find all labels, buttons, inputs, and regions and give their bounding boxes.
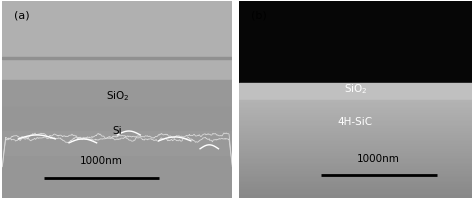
Bar <box>239 160 472 162</box>
Bar <box>239 104 472 106</box>
Bar <box>239 172 472 173</box>
Text: SiO$_2$: SiO$_2$ <box>106 90 129 103</box>
Bar <box>239 164 472 165</box>
Bar <box>239 134 472 136</box>
Bar <box>239 167 472 168</box>
Bar <box>239 137 472 139</box>
Bar <box>239 155 472 157</box>
Bar <box>239 119 472 121</box>
Bar <box>239 139 472 140</box>
Bar <box>239 162 472 164</box>
Bar <box>239 126 472 127</box>
Bar <box>239 144 472 145</box>
Bar <box>239 108 472 109</box>
Bar <box>239 186 472 188</box>
Bar <box>239 83 472 100</box>
Bar <box>239 185 472 186</box>
Bar <box>2 131 232 155</box>
Bar <box>239 152 472 154</box>
Bar <box>239 106 472 108</box>
Text: 1000nm: 1000nm <box>80 156 123 167</box>
Bar <box>2 57 232 59</box>
Bar <box>239 136 472 137</box>
Bar <box>239 111 472 113</box>
Bar <box>239 182 472 183</box>
Bar <box>239 150 472 152</box>
Bar <box>239 168 472 170</box>
Text: Si: Si <box>112 126 122 136</box>
Bar <box>239 113 472 114</box>
Bar <box>239 109 472 111</box>
Bar <box>239 123 472 124</box>
Bar <box>239 127 472 129</box>
Bar <box>239 118 472 119</box>
Bar <box>239 121 472 123</box>
Bar <box>239 173 472 175</box>
Bar <box>239 114 472 116</box>
Bar <box>239 188 472 190</box>
Bar <box>239 100 472 101</box>
Bar <box>239 170 472 172</box>
Text: (a): (a) <box>14 11 29 21</box>
Bar <box>2 107 232 198</box>
Bar <box>239 177 472 178</box>
Bar <box>239 190 472 191</box>
Bar <box>239 154 472 155</box>
Text: 4H-SiC: 4H-SiC <box>338 117 373 127</box>
Bar <box>239 132 472 134</box>
Bar <box>239 157 472 159</box>
Bar <box>239 147 472 149</box>
Bar <box>239 183 472 185</box>
Bar <box>239 142 472 144</box>
Bar <box>239 131 472 132</box>
Text: (b): (b) <box>251 11 267 21</box>
Bar <box>239 165 472 167</box>
Bar <box>239 193 472 195</box>
Bar <box>2 80 232 107</box>
Bar <box>239 116 472 118</box>
Bar <box>239 159 472 160</box>
Bar <box>239 191 472 193</box>
Bar <box>239 149 472 150</box>
Bar <box>239 101 472 103</box>
Bar <box>239 124 472 126</box>
Bar <box>239 145 472 147</box>
Bar <box>239 129 472 131</box>
Bar <box>239 178 472 180</box>
Bar <box>239 140 472 142</box>
Bar <box>239 103 472 104</box>
Bar <box>239 196 472 198</box>
Bar <box>239 175 472 177</box>
Text: 1000nm: 1000nm <box>357 153 400 164</box>
Text: SiO$_2$: SiO$_2$ <box>344 82 367 96</box>
Bar <box>239 195 472 196</box>
Bar <box>239 180 472 181</box>
Bar <box>239 1 472 83</box>
